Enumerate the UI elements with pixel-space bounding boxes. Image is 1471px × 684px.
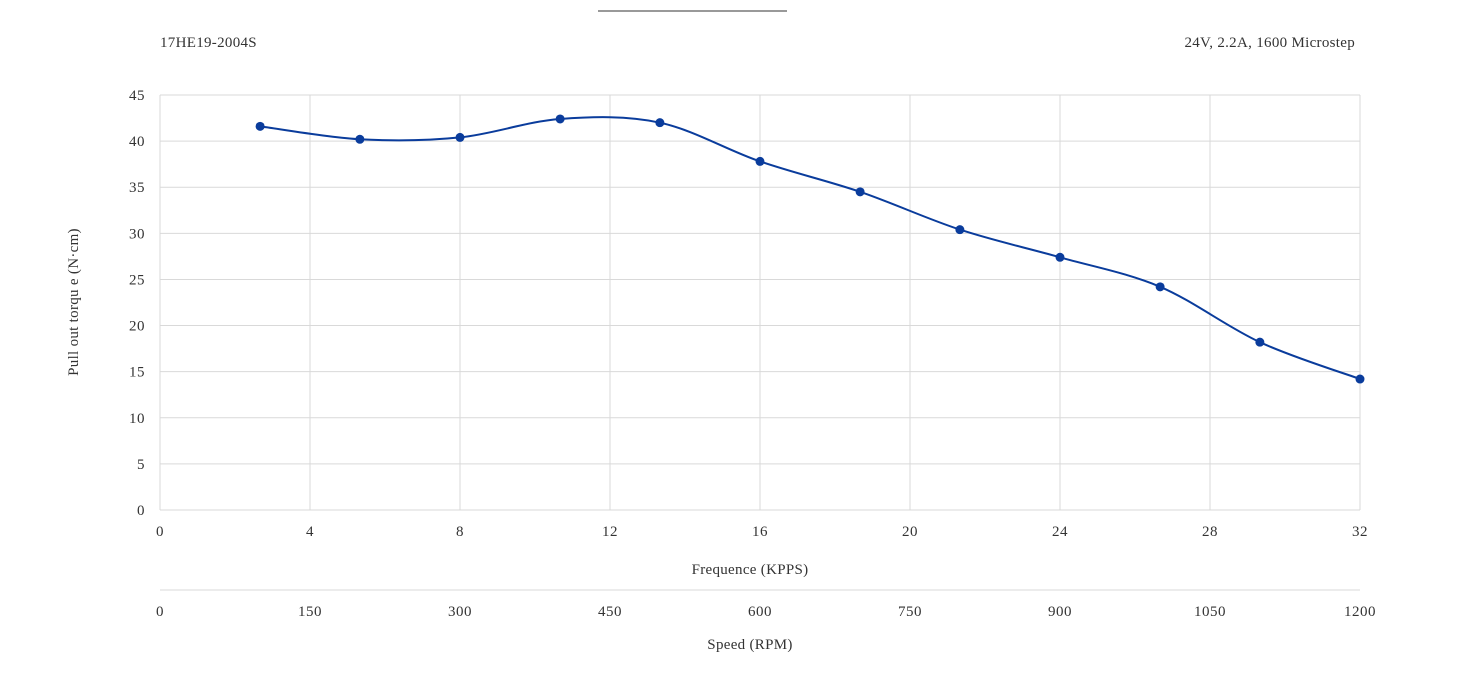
x-tick-label: 0: [156, 524, 164, 540]
y-tick-labels: 0 5 10 15 20 25 30 35 40 45: [129, 88, 145, 519]
y-tick-label: 20: [129, 319, 145, 335]
data-point: [655, 118, 665, 128]
x2-tick-label: 1050: [1194, 604, 1226, 620]
y-tick-label: 25: [129, 272, 145, 288]
x2-tick-label: 450: [598, 604, 622, 620]
data-point: [855, 187, 865, 197]
y-tick-label: 40: [129, 134, 145, 150]
x2-tick-label: 600: [748, 604, 772, 620]
x-tick-label: 16: [752, 524, 768, 540]
x2-tick-label: 0: [156, 604, 164, 620]
data-point: [255, 121, 265, 131]
y-tick-label: 10: [129, 411, 145, 427]
y-tick-label: 0: [137, 503, 145, 519]
series-line: [259, 116, 1361, 380]
data-point: [1055, 252, 1065, 262]
x-tick-label: 12: [602, 524, 618, 540]
grid-lines: [159, 94, 1361, 511]
data-point: [1255, 337, 1265, 347]
data-point: [1155, 282, 1165, 292]
data-point: [455, 132, 465, 142]
data-point: [555, 114, 565, 124]
x-axis-label: Frequence (KPPS): [692, 562, 809, 578]
y-tick-label: 45: [129, 88, 145, 104]
x2-tick-label: 300: [448, 604, 472, 620]
data-point: [355, 134, 365, 144]
x-tick-label: 4: [306, 524, 314, 540]
y-tick-label: 15: [129, 365, 145, 381]
x-tick-label: 28: [1202, 524, 1218, 540]
data-point: [755, 156, 765, 166]
subtitle-right: 24V, 2.2A, 1600 Microstep: [1184, 35, 1355, 51]
x-tick-label: 8: [456, 524, 464, 540]
x-tick-label: 24: [1052, 524, 1068, 540]
x2-tick-label: 150: [298, 604, 322, 620]
x-tick-labels: 0 4 8 12 16 20 24 28 32: [156, 524, 1368, 540]
x-tick-label: 32: [1352, 524, 1368, 540]
x2-axis-label: Speed (RPM): [707, 637, 792, 653]
y-tick-label: 35: [129, 180, 145, 196]
y-tick-label: 5: [137, 457, 145, 473]
x2-tick-label: 1200: [1344, 604, 1376, 620]
series-points: [255, 114, 1365, 384]
data-point: [955, 225, 965, 235]
x2-tick-labels: 0 150 300 450 600 750 900 1050 1200: [156, 604, 1376, 620]
data-point: [1355, 374, 1365, 384]
x-tick-label: 20: [902, 524, 918, 540]
y-axis-label: Pull out torqu e (N·cm): [66, 228, 82, 376]
y-tick-label: 30: [129, 226, 145, 242]
x2-tick-label: 900: [1048, 604, 1072, 620]
subtitle-left: 17HE19-2004S: [160, 35, 257, 51]
x2-tick-label: 750: [898, 604, 922, 620]
